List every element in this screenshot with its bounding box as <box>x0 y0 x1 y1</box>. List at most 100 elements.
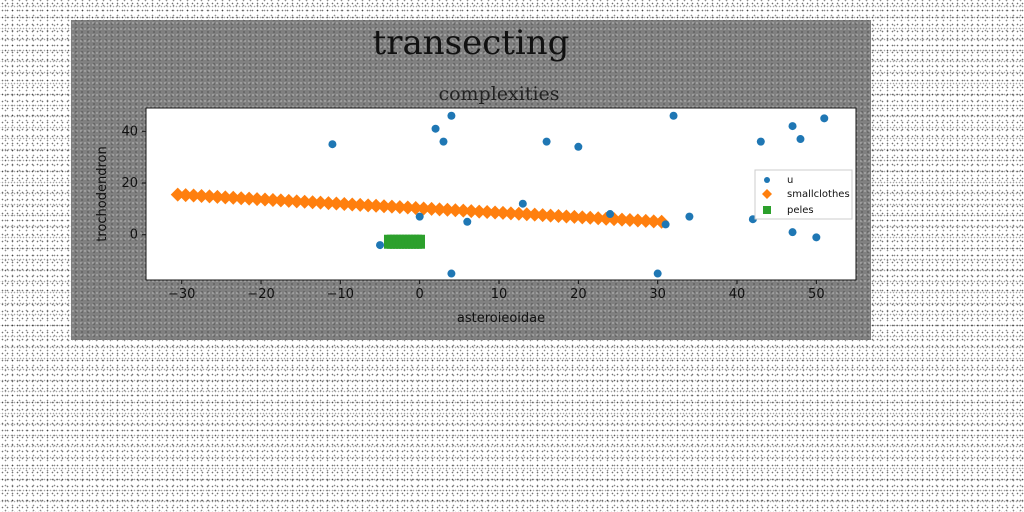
u-point <box>439 137 448 146</box>
smallclothes-point <box>234 191 249 206</box>
x-tick-label: −30 <box>168 287 195 302</box>
x-tick-label: 0 <box>416 287 424 302</box>
x-tick-label: −20 <box>247 287 274 302</box>
smallclothes-point <box>543 208 558 223</box>
u-point <box>542 137 551 146</box>
plot-area <box>145 107 857 281</box>
y-tick-label: 0 <box>130 228 138 243</box>
smallclothes-point <box>273 193 288 208</box>
smallclothes-point <box>353 197 368 212</box>
legend: u smallclothes peles <box>754 169 853 220</box>
figure-suptitle: transecting <box>373 23 570 63</box>
u-point <box>574 142 583 151</box>
u-point <box>796 135 805 144</box>
smallclothes-point <box>369 198 384 213</box>
u-point <box>669 111 678 120</box>
x-tick-label: 40 <box>729 287 746 302</box>
smallclothes-point <box>250 192 265 207</box>
x-tick-label: 20 <box>570 287 587 302</box>
u-point <box>415 212 424 221</box>
legend-marker-smallclothes <box>762 189 772 199</box>
u-point <box>653 269 662 278</box>
smallclothes-point <box>345 197 360 212</box>
legend-marker-u <box>764 177 770 183</box>
smallclothes-point <box>488 205 503 220</box>
legend-marker-peles <box>763 206 771 214</box>
x-tick-label: −10 <box>327 287 354 302</box>
u-point <box>431 124 440 133</box>
smallclothes-point <box>472 204 487 219</box>
u-point <box>756 137 765 146</box>
u-point <box>606 210 615 219</box>
smallclothes-point <box>575 210 590 225</box>
smallclothes-point <box>535 208 550 223</box>
smallclothes-point <box>432 202 447 217</box>
smallclothes-point <box>329 196 344 211</box>
u-point <box>447 111 456 120</box>
x-axis-label: asteroieoidae <box>457 311 545 326</box>
x-tick-label: 50 <box>808 287 825 302</box>
smallclothes-point <box>448 203 463 218</box>
smallclothes-point <box>503 206 518 221</box>
smallclothes-point <box>424 201 439 216</box>
smallclothes-point <box>464 204 479 219</box>
smallclothes-point <box>186 188 201 203</box>
smallclothes-point <box>384 199 399 214</box>
smallclothes-point <box>646 214 661 229</box>
smallclothes-point <box>638 213 653 228</box>
smallclothes-point <box>321 196 336 211</box>
smallclothes-point <box>376 199 391 214</box>
u-point <box>328 140 337 149</box>
smallclothes-point <box>519 207 534 222</box>
u-point <box>447 269 456 278</box>
x-tick-label: 10 <box>491 287 508 302</box>
smallclothes-point <box>591 211 606 226</box>
y-tick-label: 20 <box>121 176 138 191</box>
x-tick-label: 30 <box>649 287 666 302</box>
scatter-chart: transecting complexities −30 −20 −10 0 10 20 3… <box>95 23 857 326</box>
smallclothes-point <box>622 213 637 228</box>
u-point <box>661 220 670 229</box>
smallclothes-point <box>480 205 495 220</box>
smallclothes-point <box>257 192 272 207</box>
smallclothes-point <box>178 188 193 203</box>
smallclothes-point <box>337 196 352 211</box>
smallclothes-point <box>400 200 415 215</box>
smallclothes-point <box>170 187 185 202</box>
legend-label-peles: peles <box>787 205 814 216</box>
y-axis-label: trochodendron <box>95 146 110 241</box>
smallclothes-point <box>265 192 280 207</box>
u-point <box>518 199 527 208</box>
smallclothes-point <box>567 209 582 224</box>
smallclothes-point <box>583 210 598 225</box>
smallclothes-point <box>289 194 304 209</box>
smallclothes-point <box>392 200 407 215</box>
figure-canvas: transecting complexities −30 −20 −10 0 10 20 3… <box>71 20 871 340</box>
smallclothes-point <box>202 189 217 204</box>
smallclothes-point <box>551 209 566 224</box>
smallclothes-point <box>456 203 471 218</box>
smallclothes-point <box>408 201 423 216</box>
u-point <box>376 241 385 250</box>
smallclothes-point <box>297 194 312 209</box>
peles-point <box>416 240 425 249</box>
y-tick-label: 40 <box>121 124 138 139</box>
smallclothes-point <box>527 207 542 222</box>
smallclothes-point <box>630 213 645 228</box>
smallclothes-point <box>194 188 209 203</box>
smallclothes-point <box>559 209 574 224</box>
u-point <box>788 228 797 237</box>
u-point <box>463 217 472 226</box>
u-point <box>812 233 821 242</box>
smallclothes-point <box>313 195 328 210</box>
legend-label-u: u <box>787 175 793 186</box>
chart-title: complexities <box>438 83 559 105</box>
u-point <box>820 114 829 123</box>
smallclothes-point <box>495 205 510 220</box>
smallclothes-point <box>440 202 455 217</box>
smallclothes-point <box>218 190 233 205</box>
smallclothes-point <box>416 201 431 216</box>
smallclothes-point <box>614 212 629 227</box>
smallclothes-point <box>281 193 296 208</box>
smallclothes-point <box>226 190 241 205</box>
